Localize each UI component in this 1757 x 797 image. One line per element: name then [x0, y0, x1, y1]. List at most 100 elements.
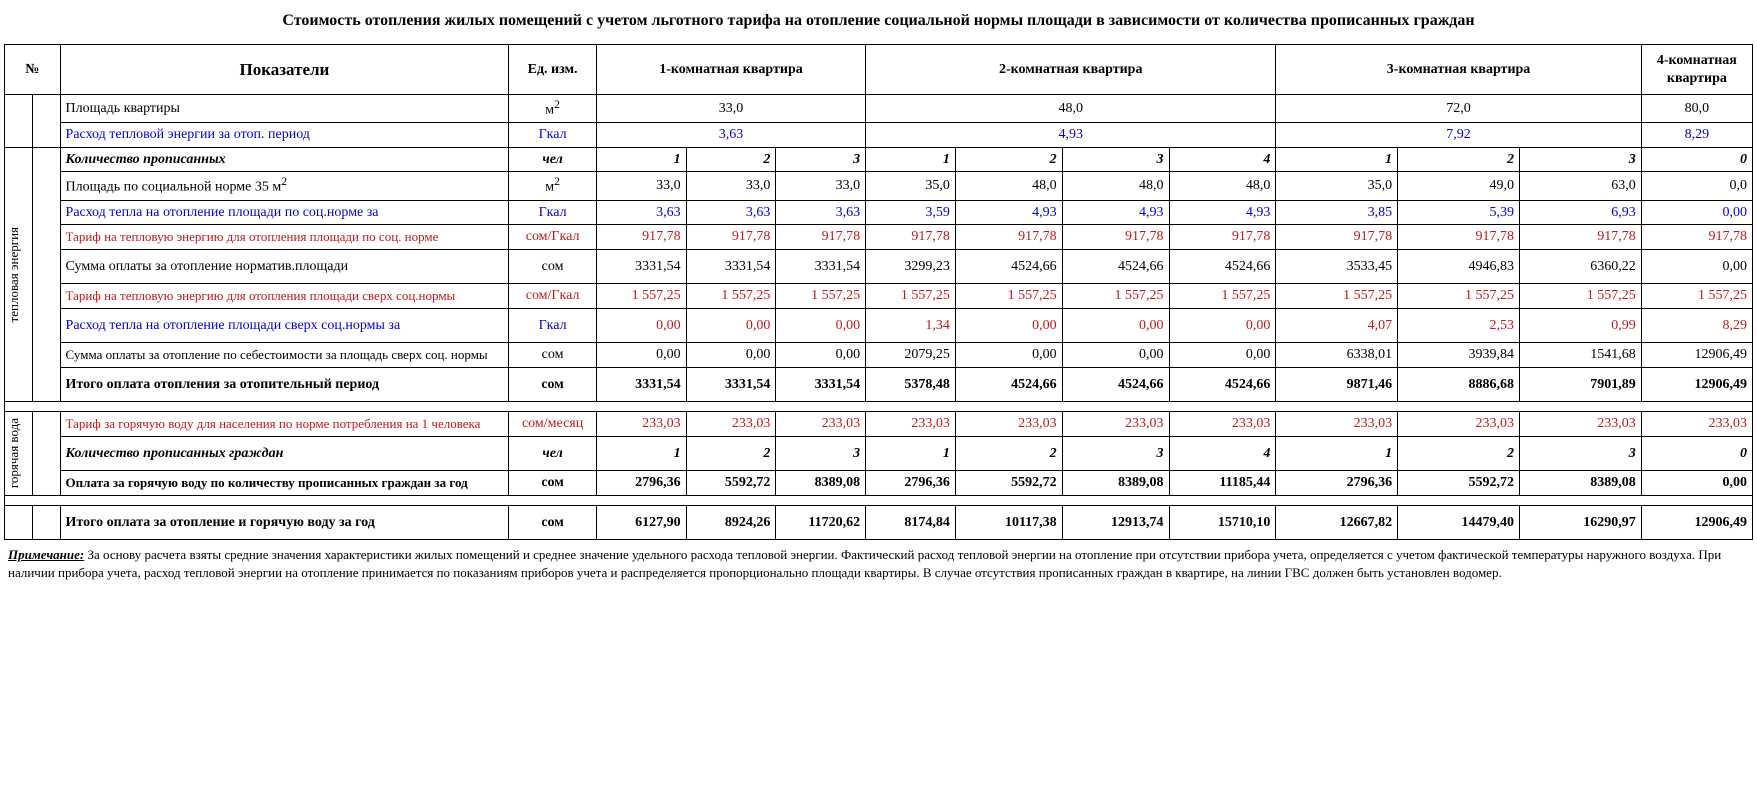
- unit-som: сом: [509, 367, 597, 402]
- cell: 0,00: [955, 308, 1062, 343]
- cell: 48,0: [955, 172, 1062, 200]
- cell: 0,00: [1641, 471, 1752, 496]
- cons-r2: 4,93: [866, 123, 1276, 148]
- cell: 5592,72: [1398, 471, 1520, 496]
- cell: 1: [866, 147, 956, 172]
- row-area: Площадь квартиры м2 33,0 48,0 72,0 80,0: [5, 95, 1753, 123]
- cell: 233,03: [866, 412, 956, 437]
- label-reg: Количество прописанных: [60, 147, 509, 172]
- cell: 0,00: [1641, 200, 1752, 225]
- cell: 0: [1641, 436, 1752, 471]
- row-tsoc: Тариф на тепловую энергию для отопления …: [5, 225, 1753, 250]
- cell: 6338,01: [1276, 343, 1398, 368]
- cell: 4: [1169, 147, 1276, 172]
- cell: 5592,72: [955, 471, 1062, 496]
- cell: 12906,49: [1641, 367, 1752, 402]
- row-tover: Тариф на тепловую энергию для отопления …: [5, 284, 1753, 309]
- cell: 35,0: [1276, 172, 1398, 200]
- cell: 1: [866, 436, 956, 471]
- unit-gcal: Гкал: [509, 200, 597, 225]
- cell: 33,0: [596, 172, 686, 200]
- cell: 63,0: [1519, 172, 1641, 200]
- cell: 12906,49: [1641, 343, 1752, 368]
- cell: 0,00: [1169, 343, 1276, 368]
- unit-somgcal: сом/Гкал: [509, 284, 597, 309]
- cell: 4524,66: [1169, 367, 1276, 402]
- label-sumo: Сумма оплаты за отопление по себестоимос…: [60, 343, 509, 368]
- spacer-row: [5, 402, 1753, 412]
- cell: 233,03: [1276, 412, 1398, 437]
- cell: 6360,22: [1519, 249, 1641, 284]
- cell: 917,78: [1276, 225, 1398, 250]
- footnote: Примечание: За основу расчета взяты сред…: [4, 540, 1753, 583]
- cell: 233,03: [1062, 412, 1169, 437]
- cell: 8924,26: [686, 505, 776, 540]
- cell: 0,00: [776, 343, 866, 368]
- cell: 2: [955, 147, 1062, 172]
- label-tover: Тариф на тепловую энергию для отопления …: [60, 284, 509, 309]
- footnote-label: Примечание:: [8, 547, 84, 562]
- cell: 1 557,25: [1276, 284, 1398, 309]
- cons-r4: 8,29: [1641, 123, 1752, 148]
- row-reg: тепловая энергия Количество прописанных …: [5, 147, 1753, 172]
- cell: 4524,66: [1062, 367, 1169, 402]
- cell: 1541,68: [1519, 343, 1641, 368]
- row-hwt: горячая вода Тариф за горячую воду для н…: [5, 412, 1753, 437]
- cell: 4524,66: [1169, 249, 1276, 284]
- unit-som: сом: [509, 471, 597, 496]
- row-sumn: Сумма оплаты за отопление норматив.площа…: [5, 249, 1753, 284]
- cell: 1 557,25: [1398, 284, 1520, 309]
- cell: 1: [1276, 147, 1398, 172]
- cell: 5378,48: [866, 367, 956, 402]
- cell: 2796,36: [1276, 471, 1398, 496]
- cell: 3331,54: [776, 367, 866, 402]
- cell: 3,63: [686, 200, 776, 225]
- col-room1: 1-комнатная квартира: [596, 45, 865, 95]
- cell: 4524,66: [1062, 249, 1169, 284]
- cell: 1: [596, 147, 686, 172]
- cell: 3299,23: [866, 249, 956, 284]
- cell: 4,93: [955, 200, 1062, 225]
- area-r2: 48,0: [866, 95, 1276, 123]
- cell: 5592,72: [686, 471, 776, 496]
- cell: 9871,46: [1276, 367, 1398, 402]
- row-socarea: Площадь по социальной норме 35 м2 м2 33,…: [5, 172, 1753, 200]
- cell: 16290,97: [1519, 505, 1641, 540]
- col-indicator: Показатели: [60, 45, 509, 95]
- cell: 1 557,25: [866, 284, 956, 309]
- cell: 33,0: [686, 172, 776, 200]
- label-socheat: Расход тепла на отопление площади по соц…: [60, 200, 509, 225]
- cell: 0: [1641, 147, 1752, 172]
- cell: 3,85: [1276, 200, 1398, 225]
- cell: 4524,66: [955, 249, 1062, 284]
- cell: 3: [776, 147, 866, 172]
- cell: 917,78: [866, 225, 956, 250]
- unit-m2: м2: [509, 95, 597, 123]
- cell: 2: [1398, 147, 1520, 172]
- cell: 3: [1062, 147, 1169, 172]
- cell: 35,0: [866, 172, 956, 200]
- unit-m2: м2: [509, 172, 597, 200]
- row-ovheat: Расход тепла на отопление площади сверх …: [5, 308, 1753, 343]
- cell: 233,03: [686, 412, 776, 437]
- cell: 0,00: [596, 308, 686, 343]
- cell: 1 557,25: [1641, 284, 1752, 309]
- unit-ppl: чел: [509, 147, 597, 172]
- cell: 3,59: [866, 200, 956, 225]
- col-room4: 4-комнатная квартира: [1641, 45, 1752, 95]
- cell: 7901,89: [1519, 367, 1641, 402]
- cell: 917,78: [1519, 225, 1641, 250]
- label-cons: Расход тепловой энергии за отоп. период: [60, 123, 509, 148]
- cell: 8886,68: [1398, 367, 1520, 402]
- cell: 33,0: [776, 172, 866, 200]
- cell: 0,00: [596, 343, 686, 368]
- cell: 233,03: [1519, 412, 1641, 437]
- cell: 3331,54: [596, 249, 686, 284]
- cell: 3,63: [776, 200, 866, 225]
- cell: 0,00: [1169, 308, 1276, 343]
- cell: 0,00: [955, 343, 1062, 368]
- cell: 5,39: [1398, 200, 1520, 225]
- area-r1: 33,0: [596, 95, 865, 123]
- cell: 2796,36: [866, 471, 956, 496]
- heating-table: № Показатели Ед. изм. 1-комнатная кварти…: [4, 44, 1753, 540]
